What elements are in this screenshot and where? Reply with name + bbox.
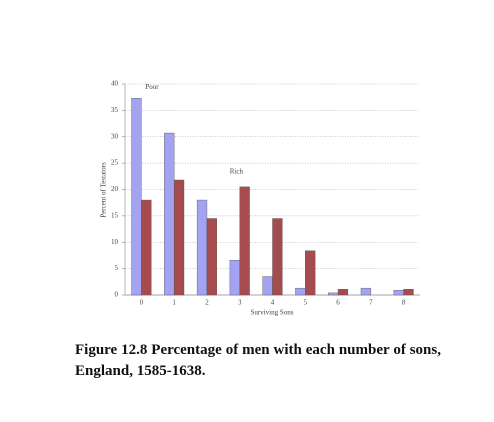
bar: [403, 288, 414, 296]
bar: [131, 98, 142, 296]
bar: [173, 179, 185, 296]
bar: [360, 287, 372, 296]
bar: [196, 199, 208, 296]
y-tick-label: 10: [111, 238, 119, 246]
y-tick-label: 5: [115, 264, 119, 272]
x-tick-label: 2: [205, 299, 209, 307]
x-tick-label: 7: [369, 299, 373, 307]
y-axis-label: Percent of Testators: [100, 162, 108, 218]
bar: [295, 287, 306, 296]
y-tick-label: 15: [111, 211, 119, 219]
series-annotation: Poor: [145, 83, 159, 91]
x-tick-label: 3: [238, 299, 242, 307]
bar: [164, 132, 175, 296]
x-tick-label: 5: [304, 299, 308, 307]
y-tick-label: 20: [111, 185, 119, 193]
bar: [328, 292, 339, 296]
bar: [262, 276, 273, 296]
chart: Percent of Testators Surviving Sons 0510…: [100, 80, 420, 317]
bar: [141, 199, 152, 296]
x-tick-label: 6: [336, 299, 340, 307]
y-tick-label: 40: [111, 80, 119, 88]
bar: [239, 186, 250, 296]
y-tick-label: 25: [111, 159, 119, 167]
x-tick-label: 8: [402, 299, 406, 307]
bar: [393, 290, 404, 296]
bar: [206, 218, 217, 296]
caption: Figure 12.8 Percentage of men with each …: [75, 342, 441, 379]
y-tick-label: 0: [115, 291, 119, 299]
x-tick-label: 1: [172, 299, 176, 307]
y-tick-label: 30: [111, 132, 119, 140]
bar: [337, 288, 349, 296]
bar: [229, 259, 240, 296]
bar: [272, 218, 283, 296]
x-axis-label: Surviving Sons: [251, 309, 294, 317]
bar: [305, 250, 316, 296]
series-annotation: Rich: [230, 168, 244, 176]
x-tick-label: 4: [271, 299, 275, 307]
y-tick-label: 35: [111, 106, 119, 114]
x-tick-label: 0: [140, 299, 144, 307]
